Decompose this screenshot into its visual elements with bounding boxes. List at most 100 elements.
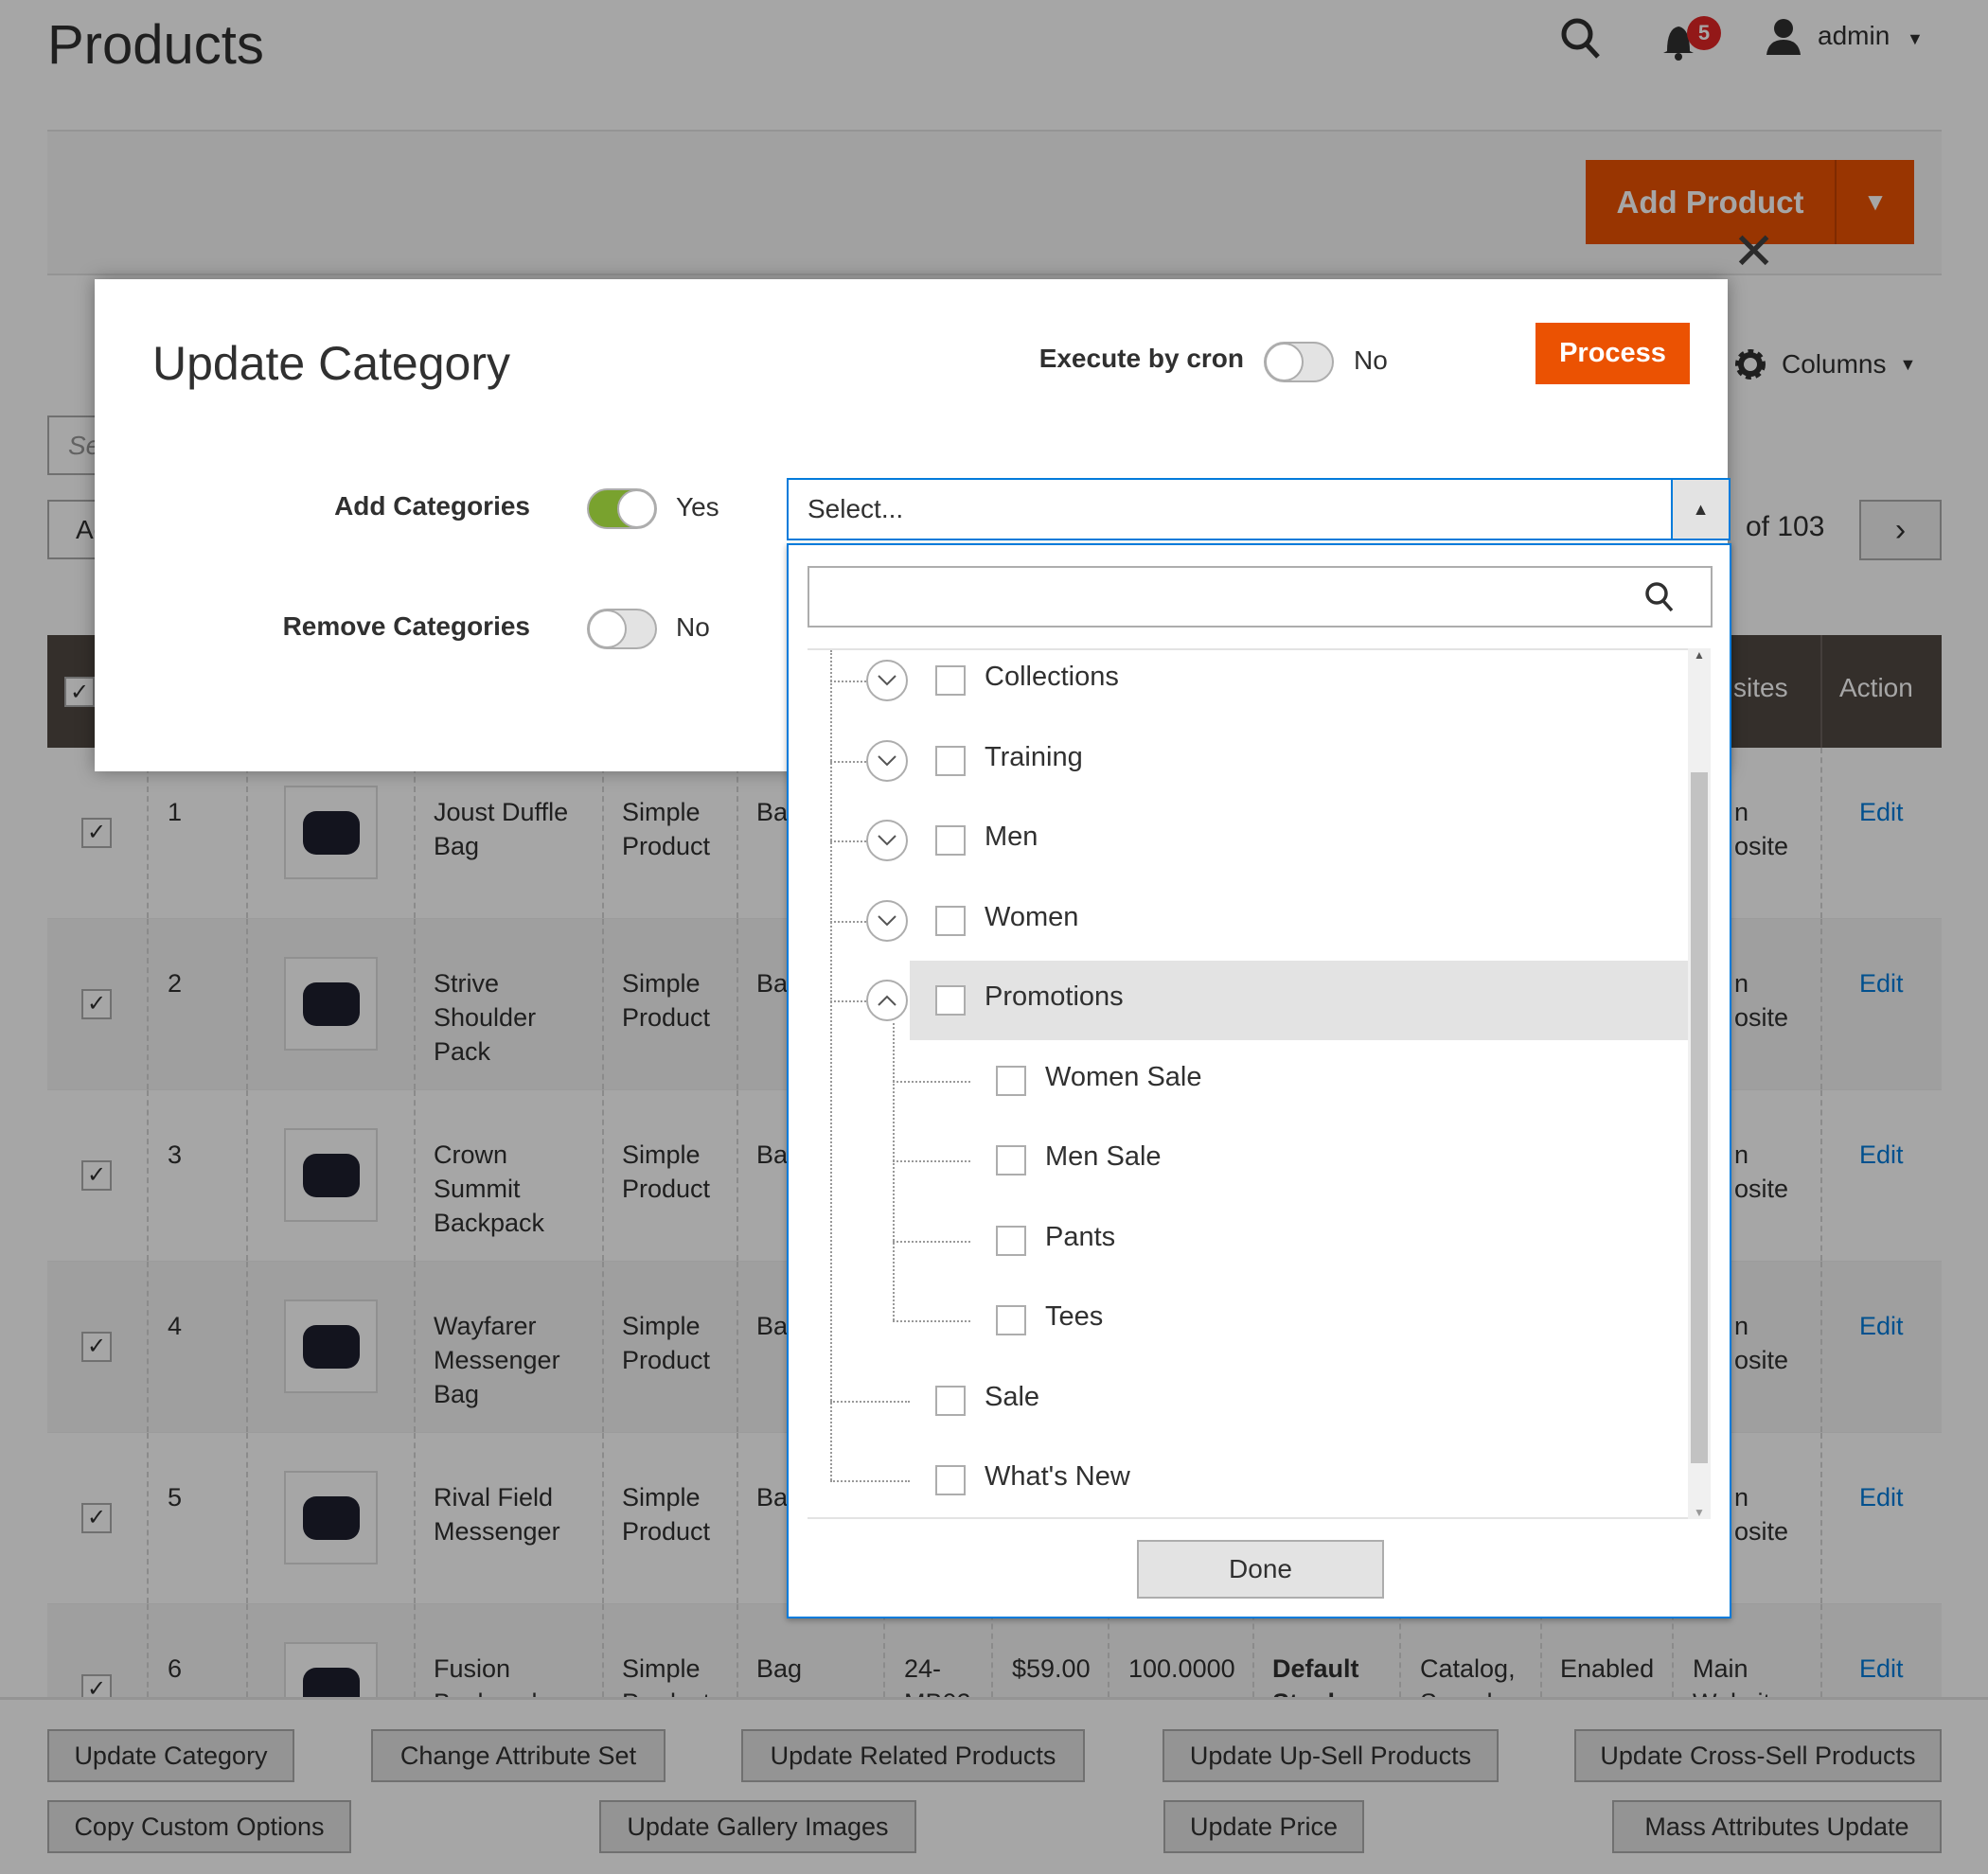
cell-action[interactable]: Edit [1859,1483,1904,1512]
cell-name: Joust Duffle Bag [434,798,576,860]
add-categories-value: Yes [676,492,719,522]
mass-action-button[interactable]: Change Attribute Set [371,1729,666,1782]
tree-checkbox[interactable] [935,905,966,936]
column-divider [1820,635,1822,748]
tree-item[interactable]: Collections [808,650,1702,720]
tree-branch-line [830,1000,866,1002]
tree-checkbox[interactable] [935,985,966,1016]
row-checkbox[interactable]: ✓ [81,1503,112,1533]
execute-by-cron-toggle[interactable] [1264,342,1334,382]
tree-item-label: Training [985,741,1083,772]
cell-type: Simple Product [622,798,711,860]
column-divider [602,1262,604,1432]
tree-item-label: Collections [985,662,1119,692]
tree-checkbox[interactable] [935,825,966,856]
mass-action-button[interactable]: Update Category [47,1729,294,1782]
collapse-icon[interactable] [866,980,908,1021]
row-checkbox[interactable]: ✓ [81,1332,112,1362]
column-divider [602,1090,604,1261]
remove-categories-toggle[interactable] [587,609,657,649]
cell-action[interactable]: Edit [1859,969,1904,998]
cell-id: 6 [168,1654,183,1683]
product-thumbnail[interactable] [284,1642,378,1697]
column-divider [246,1262,248,1432]
search-icon[interactable] [1560,17,1602,61]
done-button[interactable]: Done [1137,1540,1384,1599]
tree-item[interactable]: Pants [808,1201,1702,1281]
user-menu[interactable]: admin ▼ [1818,21,1924,51]
bell-icon[interactable] [1661,21,1695,61]
cell-websites: n osite [1734,798,1789,860]
chevron-up-icon[interactable]: ▲ [1671,480,1729,539]
chevron-down-icon: ▼ [1863,187,1888,216]
expand-icon[interactable] [866,899,908,942]
row-checkbox[interactable]: ✓ [81,989,112,1019]
column-divider [737,748,738,918]
user-icon[interactable] [1765,17,1802,55]
add-product-label[interactable]: Add Product [1586,160,1837,244]
category-select[interactable]: Select... ▲ [787,478,1731,540]
notification-badge[interactable]: 5 [1687,16,1721,50]
product-thumbnail[interactable] [284,1471,378,1565]
tree-checkbox[interactable] [935,745,966,776]
product-thumbnail[interactable] [284,1299,378,1393]
tree-checkbox[interactable] [996,1065,1026,1096]
tree-item[interactable]: Men Sale [808,1121,1702,1200]
tree-item[interactable]: Sale [808,1361,1702,1441]
tree-item[interactable]: What's New [808,1441,1702,1517]
expand-icon[interactable] [866,820,908,861]
tree-checkbox[interactable] [996,1305,1026,1335]
row-checkbox[interactable]: ✓ [81,1674,112,1697]
tree-item[interactable]: Training [808,721,1702,801]
cell-action[interactable]: Edit [1859,1312,1904,1340]
tree-item[interactable]: Women [808,881,1702,961]
table-row[interactable]: ✓ 3 Crown Summit Backpack Simple Product Ba n… [47,1090,1942,1262]
mass-action-button[interactable]: Update Related Products [741,1729,1085,1782]
close-icon[interactable]: ✕ [1732,223,1776,280]
product-thumbnail[interactable] [284,786,378,879]
tree-branch-line [830,1400,910,1403]
tree-checkbox[interactable] [996,1145,1026,1176]
add-categories-toggle[interactable] [587,488,657,529]
row-checkbox[interactable]: ✓ [81,818,112,848]
tree-branch-line [830,1480,910,1482]
tree-checkbox[interactable] [935,665,966,696]
row-checkbox[interactable]: ✓ [81,1160,112,1191]
header-action: Action [1839,673,1913,702]
mass-action-button[interactable]: Mass Attributes Update [1612,1800,1942,1853]
cell-websites: Main Website [1693,1654,1784,1697]
category-select-value: Select... [808,494,904,523]
cell-action[interactable]: Edit [1859,1654,1904,1683]
mass-action-button[interactable]: Update Cross-Sell Products [1574,1729,1942,1782]
table-row[interactable]: ✓ 6 Fusion Backpack Simple Product Bag 24-MB0… [47,1604,1942,1697]
tree-item[interactable]: Promotions [866,961,1702,1040]
product-thumbnail[interactable] [284,957,378,1051]
product-thumbnail[interactable] [284,1128,378,1222]
mass-action-button[interactable]: Copy Custom Options [47,1800,351,1853]
add-product-dropdown-toggle[interactable]: ▼ [1837,160,1914,244]
expand-icon[interactable] [866,660,908,701]
cell-action[interactable]: Edit [1859,1140,1904,1169]
user-name: admin [1818,21,1890,50]
tree-checkbox[interactable] [935,1385,966,1416]
tree-checkbox[interactable] [996,1225,1026,1256]
tree-checkbox[interactable] [935,1465,966,1495]
cell-action[interactable]: Edit [1859,798,1904,826]
mass-action-button[interactable]: Update Up-Sell Products [1163,1729,1499,1782]
mass-action-button[interactable]: Update Price [1163,1800,1364,1853]
column-divider [737,1604,738,1697]
expand-icon[interactable] [866,739,908,782]
mass-action-button[interactable]: Update Gallery Images [599,1800,916,1853]
tree-item[interactable]: Tees [808,1281,1702,1360]
tree-item[interactable]: Men [808,801,1702,880]
scrollbar-thumb[interactable] [1691,772,1708,1463]
add-product-button[interactable]: Add Product ▼ [1586,160,1914,244]
next-page-button[interactable]: › [1859,500,1942,560]
select-all-checkbox[interactable]: ✓ [64,677,95,707]
tree-item[interactable]: Women Sale [808,1041,1702,1121]
column-divider [147,1262,149,1432]
header-websites[interactable]: sites [1733,673,1788,702]
process-button[interactable]: Process [1535,323,1690,384]
columns-dropdown[interactable]: Columns ▼ [1732,346,1916,382]
category-search-input[interactable] [808,566,1713,628]
